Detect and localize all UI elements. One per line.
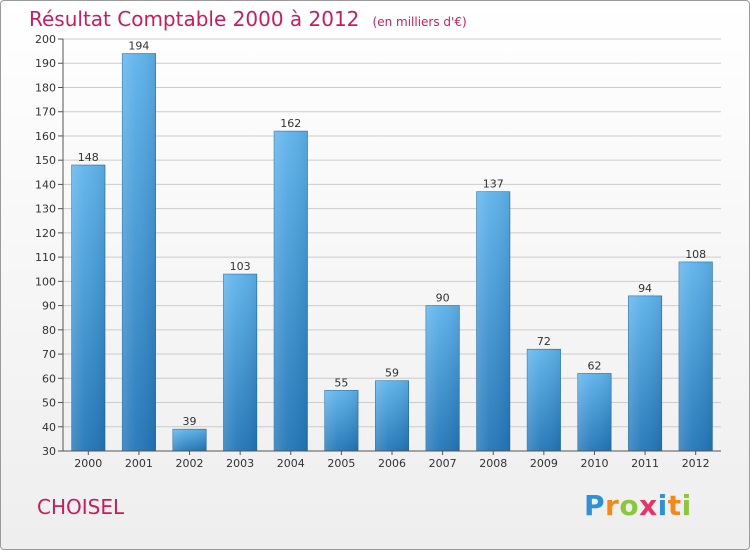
y-tick-label: 160 xyxy=(35,130,56,143)
value-label: 148 xyxy=(78,151,99,164)
y-tick-label: 180 xyxy=(35,81,56,94)
y-tick-label: 80 xyxy=(42,324,56,337)
bar-shine xyxy=(122,53,156,452)
x-tick-label: 2007 xyxy=(429,457,457,470)
x-tick-label: 2009 xyxy=(530,457,558,470)
bar-shine xyxy=(425,305,460,451)
y-tick-label: 70 xyxy=(42,348,56,361)
x-tick-label: 2008 xyxy=(479,457,507,470)
y-tick-label: 100 xyxy=(35,275,56,288)
value-label: 108 xyxy=(685,248,706,261)
value-label: 162 xyxy=(280,117,301,130)
logo-letter: x xyxy=(639,489,658,522)
bar-shine xyxy=(476,191,510,451)
y-tick-label: 90 xyxy=(42,300,56,313)
chart-title: Résultat Comptable 2000 à 2012 (en milli… xyxy=(29,7,467,31)
x-tick-label: 2003 xyxy=(226,457,254,470)
value-label: 90 xyxy=(436,292,450,305)
x-tick-label: 2002 xyxy=(176,457,204,470)
bar-shine xyxy=(375,380,409,451)
value-label: 72 xyxy=(537,335,551,348)
bar-shine xyxy=(324,390,359,451)
x-tick-label: 2010 xyxy=(580,457,608,470)
y-tick-label: 50 xyxy=(42,397,56,410)
x-tick-label: 2004 xyxy=(277,457,305,470)
proxiti-logo: Proxiti xyxy=(584,489,692,522)
logo-letter: P xyxy=(584,489,606,522)
chart-title-main: Résultat Comptable 2000 à 2012 xyxy=(29,7,360,31)
bar-shine xyxy=(577,373,612,451)
y-tick-label: 110 xyxy=(35,251,56,264)
y-tick-label: 130 xyxy=(35,203,56,216)
bar-shine xyxy=(172,429,207,451)
value-label: 39 xyxy=(183,415,197,428)
x-tick-label: 2000 xyxy=(74,457,102,470)
bar-shine xyxy=(223,274,257,451)
y-tick-label: 190 xyxy=(35,57,56,70)
value-label: 62 xyxy=(587,359,601,372)
y-tick-label: 30 xyxy=(42,445,56,458)
bars: 148 194 39 103 162 55 59 90 137 72 62 94 108 xyxy=(71,40,713,452)
logo-letter: t xyxy=(667,489,682,522)
logo-letter: r xyxy=(605,489,620,522)
bar-shine xyxy=(527,349,561,451)
y-tick-label: 120 xyxy=(35,227,56,240)
value-label: 55 xyxy=(334,376,348,389)
logo-letter: o xyxy=(619,489,640,522)
bar-shine xyxy=(274,131,308,451)
chart-title-unit: (en milliers d'€) xyxy=(372,15,467,29)
value-label: 59 xyxy=(385,367,399,380)
value-label: 137 xyxy=(483,178,504,191)
x-tick-label: 2006 xyxy=(378,457,406,470)
value-label: 103 xyxy=(230,260,251,273)
bar-shine xyxy=(71,165,106,451)
commune-name: CHOISEL xyxy=(37,495,125,519)
x-tick-label: 2001 xyxy=(125,457,153,470)
x-tick-label: 2005 xyxy=(327,457,355,470)
y-tick-label: 140 xyxy=(35,178,56,191)
value-label: 94 xyxy=(638,282,652,295)
y-tick-label: 150 xyxy=(35,154,56,167)
y-tick-label: 40 xyxy=(42,421,56,434)
logo-letter: i xyxy=(657,489,668,522)
x-tick-label: 2011 xyxy=(631,457,659,470)
bar-shine xyxy=(628,295,662,451)
value-label: 194 xyxy=(128,40,149,53)
x-tick-label: 2012 xyxy=(682,457,710,470)
axes: 30 40 50 60 70 80 90 100 110 120 130 140 150 160 170 18… xyxy=(35,33,721,470)
y-tick-label: 170 xyxy=(35,106,56,119)
y-tick-label: 200 xyxy=(35,33,56,46)
y-tick-label: 60 xyxy=(42,372,56,385)
logo-letter: i xyxy=(681,489,692,522)
bar-shine xyxy=(678,261,713,451)
